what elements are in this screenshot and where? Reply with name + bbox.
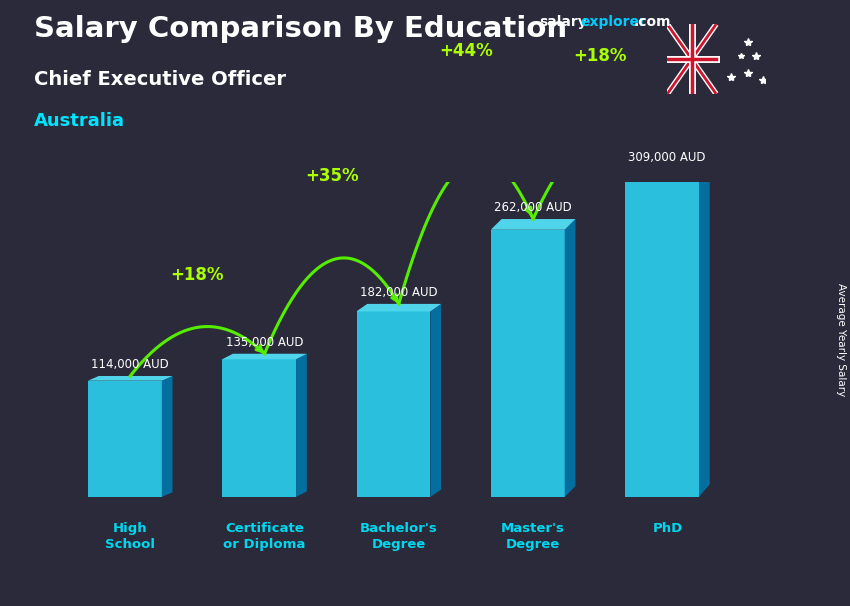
Text: 262,000 AUD: 262,000 AUD: [494, 201, 572, 215]
Text: explorer: explorer: [581, 15, 647, 29]
Polygon shape: [564, 219, 575, 497]
Text: Bachelor's
Degree: Bachelor's Degree: [360, 522, 438, 551]
Text: Average Yearly Salary: Average Yearly Salary: [836, 283, 846, 396]
Text: 182,000 AUD: 182,000 AUD: [360, 286, 438, 299]
Polygon shape: [356, 311, 430, 497]
Text: High
School: High School: [105, 522, 156, 551]
Polygon shape: [625, 169, 710, 182]
Text: Salary Comparison By Education: Salary Comparison By Education: [34, 15, 567, 43]
Text: .com: .com: [633, 15, 671, 29]
Polygon shape: [490, 230, 564, 497]
Text: 135,000 AUD: 135,000 AUD: [225, 336, 303, 349]
Text: +44%: +44%: [439, 42, 493, 59]
Polygon shape: [162, 376, 173, 497]
Polygon shape: [296, 354, 307, 497]
Text: Australia: Australia: [34, 112, 125, 130]
Text: +18%: +18%: [574, 47, 627, 65]
Polygon shape: [356, 304, 441, 311]
Polygon shape: [88, 376, 173, 381]
Text: +35%: +35%: [305, 167, 359, 185]
Polygon shape: [88, 381, 162, 497]
Text: PhD: PhD: [652, 522, 683, 535]
Text: 114,000 AUD: 114,000 AUD: [91, 358, 169, 371]
Polygon shape: [699, 169, 710, 497]
Text: Certificate
or Diploma: Certificate or Diploma: [224, 522, 306, 551]
Text: +18%: +18%: [171, 265, 224, 284]
Polygon shape: [625, 182, 699, 497]
Text: Chief Executive Officer: Chief Executive Officer: [34, 70, 286, 88]
Text: Master's
Degree: Master's Degree: [502, 522, 565, 551]
Text: salary: salary: [540, 15, 587, 29]
Polygon shape: [222, 354, 307, 359]
Polygon shape: [430, 304, 441, 497]
Polygon shape: [490, 219, 575, 230]
Text: 309,000 AUD: 309,000 AUD: [628, 152, 706, 164]
Polygon shape: [222, 359, 296, 497]
